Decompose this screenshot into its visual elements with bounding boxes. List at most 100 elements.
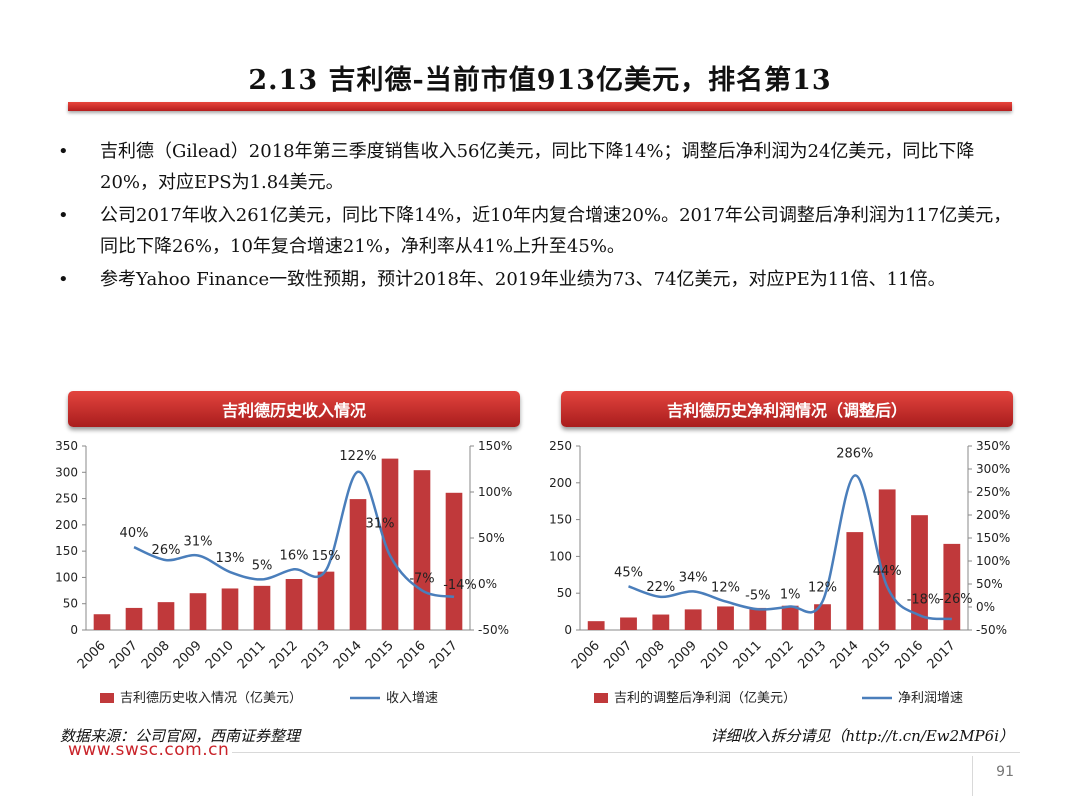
growth-data-label: -5%	[745, 588, 770, 603]
page-number: 91	[996, 764, 1014, 780]
left-tick-label: 300	[55, 465, 78, 479]
x-tick-label: 2009	[171, 638, 205, 672]
growth-data-label: 31%	[366, 516, 395, 531]
bullet-item: • 公司2017年收入261亿美元，同比下降14%，近10年内复合增速20%。2…	[58, 200, 1018, 262]
footer-divider	[232, 752, 1020, 753]
growth-data-label: 22%	[646, 580, 675, 595]
right-tick-label: 50%	[478, 531, 505, 545]
legend-bar-swatch	[594, 693, 608, 703]
bar-2014	[846, 532, 864, 630]
x-tick-label: 2015	[860, 638, 894, 672]
growth-data-label: 12%	[711, 580, 740, 595]
site-url[interactable]: www.swsc.com.cn	[68, 740, 230, 760]
growth-data-label: 12%	[808, 580, 837, 595]
growth-data-label: 31%	[184, 534, 213, 549]
bar-2016	[911, 515, 928, 630]
growth-data-label: 16%	[280, 548, 309, 563]
page-number-divider	[972, 756, 973, 796]
x-tick-label: 2011	[235, 638, 269, 672]
x-tick-label: 2013	[299, 638, 333, 672]
bar-2009	[684, 609, 702, 630]
bullet-text: 公司2017年收入261亿美元，同比下降14%，近10年内复合增速20%。201…	[100, 205, 1012, 257]
right-tick-label: -50%	[976, 623, 1007, 637]
growth-data-label: -18%	[907, 592, 941, 607]
right-tick-label: 250%	[976, 485, 1010, 499]
x-tick-label: 2012	[267, 638, 301, 672]
growth-data-label: 122%	[339, 449, 376, 464]
bar-2006	[93, 614, 111, 630]
left-tick-label: 50	[63, 597, 78, 611]
growth-data-label: -26%	[939, 592, 973, 607]
left-tick-label: 0	[70, 623, 78, 637]
bar-2011	[749, 607, 767, 630]
growth-data-label: 45%	[614, 565, 643, 580]
growth-data-label: -14%	[443, 578, 477, 593]
bullet-text: 参考Yahoo Finance一致性预期，预计2018年、2019年业绩为73、…	[100, 269, 946, 290]
x-tick-label: 2017	[427, 638, 461, 672]
x-tick-label: 2007	[601, 638, 635, 672]
bar-2013	[317, 571, 335, 630]
x-tick-label: 2008	[139, 638, 173, 672]
page-title: 2.13 吉利德-当前市值913亿美元，排名第13	[248, 65, 832, 96]
growth-data-label: 26%	[152, 543, 181, 558]
growth-data-label: -7%	[409, 571, 434, 586]
net-profit-chart-header: 吉利德历史净利润情况（调整后）	[561, 391, 1013, 427]
x-tick-label: 2014	[828, 638, 862, 672]
growth-line	[628, 474, 952, 621]
bar-2013	[814, 604, 831, 630]
left-tick-label: 250	[55, 492, 78, 506]
x-tick-label: 2016	[892, 638, 926, 672]
left-tick-label: 200	[55, 518, 78, 532]
bar-2015	[878, 489, 896, 630]
growth-data-label: 286%	[836, 446, 873, 461]
bar-2017	[445, 492, 463, 630]
bar-2008	[157, 602, 175, 630]
legend-bar-label: 吉利德历史收入情况（亿美元）	[120, 691, 302, 706]
bar-2007	[620, 617, 637, 630]
right-tick-label: 0%	[478, 577, 497, 591]
x-tick-label: 2014	[331, 638, 365, 672]
bar-2006	[587, 621, 605, 630]
growth-data-label: 40%	[120, 526, 149, 541]
legend-line-label: 净利润增速	[898, 691, 963, 706]
bullet-dot-icon: •	[58, 269, 69, 290]
x-tick-label: 2009	[666, 638, 700, 672]
revenue-chart-header: 吉利德历史收入情况	[68, 391, 520, 427]
bar-2017	[943, 543, 961, 630]
growth-data-label: 15%	[312, 549, 341, 564]
right-tick-label: -50%	[478, 623, 509, 637]
legend-bar-label: 吉利的调整后净利润（亿美元）	[614, 690, 796, 706]
left-tick-label: 200	[549, 476, 572, 490]
right-tick-label: 150%	[976, 531, 1010, 545]
left-tick-label: 50	[557, 586, 572, 600]
bullet-item: • 参考Yahoo Finance一致性预期，预计2018年、2019年业绩为7…	[58, 264, 1018, 295]
bullet-item: • 吉利德（Gilead）2018年第三季度销售收入56亿美元，同比下降14%；…	[58, 136, 1018, 198]
bar-2010	[221, 588, 239, 630]
left-tick-label: 150	[549, 513, 572, 527]
bullet-dot-icon: •	[58, 141, 69, 162]
left-tick-label: 100	[55, 570, 78, 584]
detail-link-note[interactable]: 详细收入拆分请见（http://t.cn/Ew2MP6i）	[710, 727, 1014, 745]
bullet-list: • 吉利德（Gilead）2018年第三季度销售收入56亿美元，同比下降14%；…	[58, 136, 1018, 297]
x-tick-label: 2006	[75, 638, 109, 672]
x-tick-label: 2011	[731, 638, 765, 672]
left-tick-label: 0	[564, 623, 572, 637]
bar-2011	[253, 585, 271, 630]
growth-data-label: 34%	[679, 570, 708, 585]
data-source-note: 数据来源：公司官网，西南证券整理	[60, 727, 301, 745]
x-tick-label: 2015	[363, 638, 397, 672]
left-tick-label: 100	[549, 549, 572, 563]
left-tick-label: 350	[55, 439, 78, 453]
net-profit-chart: 0 50 100 150 200 250 -50% 0% 50% 100% 150% 200% 250%…	[549, 439, 1010, 706]
growth-data-label: 5%	[252, 558, 273, 573]
x-tick-label: 2013	[795, 638, 829, 672]
bar-2015	[381, 458, 399, 630]
bar-2012	[285, 579, 303, 630]
growth-line	[133, 470, 455, 599]
bar-2007	[125, 607, 143, 630]
x-tick-label: 2008	[634, 638, 668, 672]
bar-2014	[349, 499, 367, 630]
bar-2012	[781, 605, 799, 630]
right-tick-label: 100%	[976, 554, 1010, 568]
right-tick-label: 350%	[976, 439, 1010, 453]
